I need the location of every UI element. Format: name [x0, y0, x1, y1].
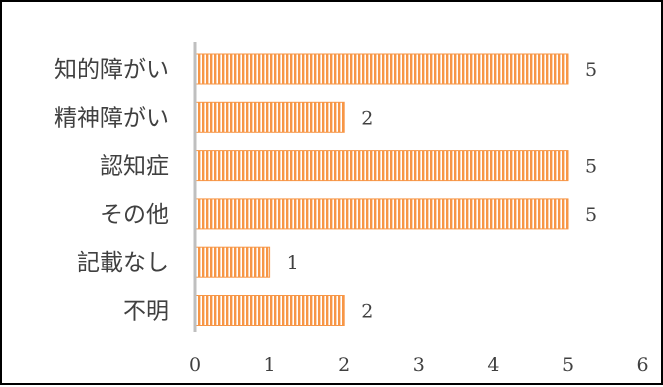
category-label-0: 知的障がい	[54, 57, 169, 83]
bar-1	[194, 101, 345, 133]
category-label-1: 精神障がい	[54, 105, 169, 131]
bars-layer	[194, 53, 569, 326]
bar-0	[194, 53, 569, 85]
data-label-3: 5	[585, 204, 597, 226]
data-label-2: 5	[585, 156, 597, 178]
x-tick-label-1: 1	[264, 354, 276, 376]
x-tick-label-5: 5	[562, 354, 574, 376]
category-label-3: その他	[100, 202, 169, 228]
data-label-4: 1	[287, 252, 299, 274]
x-tick-label-2: 2	[338, 354, 350, 376]
category-label-5: 不明	[123, 299, 169, 325]
bar-3	[194, 198, 569, 230]
x-tick-label-6: 6	[637, 354, 649, 376]
category-label-2: 認知症	[100, 154, 169, 180]
x-tick-label-4: 4	[487, 354, 499, 376]
x-tick-label-0: 0	[189, 354, 201, 376]
bar-4	[194, 246, 271, 278]
x-tick-label-3: 3	[413, 354, 425, 376]
data-label-1: 2	[361, 107, 373, 129]
category-label-4: 記載なし	[77, 250, 169, 276]
labels-layer: 知的障がい 5 精神障がい 2 認知症 5 その他 5 記載なし 1 不明 2 0 1 2 3 4 5 6	[54, 57, 649, 376]
bar-2	[194, 150, 569, 182]
data-label-0: 5	[585, 59, 597, 81]
bar-5	[194, 295, 345, 326]
data-label-5: 2	[361, 301, 373, 323]
